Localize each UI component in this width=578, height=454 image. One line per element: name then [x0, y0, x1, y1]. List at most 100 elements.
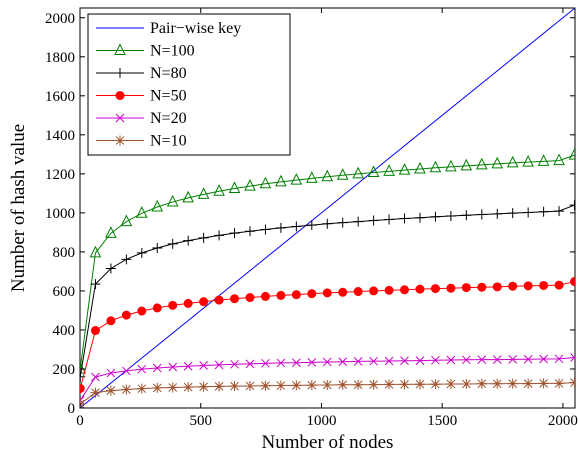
- data-point: [213, 184, 225, 196]
- data-point: [461, 379, 472, 389]
- data-point: [492, 282, 502, 292]
- data-point: [152, 243, 163, 253]
- data-point: [136, 247, 147, 258]
- data-point: [446, 283, 456, 293]
- data-point: [151, 199, 164, 212]
- data-point: [198, 232, 209, 243]
- data-point: [430, 284, 440, 294]
- data-point: [245, 359, 255, 369]
- data-point: [522, 155, 534, 167]
- data-point: [492, 378, 503, 389]
- data-point: [523, 207, 534, 218]
- y-tick-label: 0: [68, 401, 76, 417]
- x-tick-label: 1000: [306, 413, 336, 429]
- data-point: [476, 209, 487, 220]
- data-point: [554, 280, 564, 290]
- data-point: [384, 379, 395, 390]
- data-point: [446, 355, 456, 365]
- data-point: [307, 357, 317, 367]
- data-point: [136, 383, 147, 394]
- data-point: [244, 179, 256, 191]
- data-point: [183, 382, 194, 393]
- data-point: [538, 206, 549, 217]
- legend: Pair−wise key N=100 N=80 N=50 N=20 N=10: [87, 13, 291, 156]
- legend-item: N=20: [96, 110, 187, 127]
- data-point: [508, 355, 518, 364]
- legend-marker: [115, 68, 125, 78]
- data-point: [400, 285, 410, 295]
- data-point: [275, 222, 286, 233]
- data-point: [106, 368, 116, 378]
- x-axis-title: Number of nodes: [262, 432, 394, 453]
- data-point: [461, 355, 471, 365]
- data-point: [245, 293, 255, 303]
- data-point: [476, 378, 487, 389]
- series-3: [80, 277, 575, 393]
- data-point: [183, 361, 193, 371]
- y-tick-label: 600: [53, 284, 76, 300]
- tick-layer: 0 500 1000 1500 2000 0 200 400 600 800 1000 1200 140…: [45, 8, 578, 429]
- data-point: [305, 171, 318, 183]
- legend-box: [87, 13, 291, 156]
- data-point: [384, 356, 394, 366]
- series-line: [80, 154, 575, 370]
- data-point: [477, 355, 487, 364]
- x-tick-label: 500: [189, 413, 212, 429]
- data-point: [338, 287, 348, 297]
- data-point: [199, 361, 208, 370]
- data-point: [307, 289, 317, 299]
- data-point: [384, 285, 394, 295]
- data-point: [90, 387, 101, 398]
- data-point: [197, 187, 210, 199]
- data-point: [414, 379, 425, 390]
- data-point: [336, 168, 349, 180]
- data-point: [369, 286, 379, 296]
- data-point: [460, 158, 473, 171]
- data-point: [275, 380, 286, 391]
- data-point: [383, 164, 395, 176]
- data-point: [367, 165, 380, 177]
- data-point: [538, 378, 549, 389]
- data-point: [353, 379, 364, 390]
- data-point: [430, 379, 441, 390]
- series-2: [80, 200, 575, 382]
- data-point: [368, 379, 379, 390]
- data-point: [570, 353, 575, 362]
- legend-item: Pair−wise key: [96, 20, 241, 37]
- y-axis-title: Number of hash value: [8, 124, 29, 292]
- data-point: [91, 372, 100, 382]
- data-point: [244, 380, 255, 391]
- data-point: [352, 166, 364, 179]
- y-tick-label: 2000: [45, 11, 75, 27]
- data-point: [337, 379, 348, 390]
- data-point: [276, 358, 286, 368]
- data-point: [568, 148, 575, 160]
- legend-label: N=80: [150, 65, 187, 82]
- data-point: [152, 303, 162, 313]
- data-point: [368, 215, 379, 226]
- data-point: [337, 217, 348, 228]
- y-tick-label: 1200: [45, 167, 75, 183]
- legend-label: N=10: [150, 133, 187, 150]
- y-tick-label: 1000: [45, 206, 75, 222]
- data-point: [261, 358, 270, 368]
- data-point: [429, 160, 442, 173]
- data-point: [506, 155, 519, 168]
- series-layer: [80, 8, 575, 408]
- data-point: [80, 383, 85, 393]
- series-5: [80, 377, 575, 408]
- data-point: [475, 157, 488, 170]
- data-point: [539, 354, 548, 364]
- data-point: [431, 355, 440, 365]
- data-point: [321, 169, 334, 182]
- data-point: [322, 379, 333, 390]
- data-point: [461, 210, 472, 221]
- data-point: [105, 226, 117, 238]
- data-point: [291, 380, 302, 391]
- data-point: [137, 306, 147, 316]
- legend-label: N=20: [150, 110, 187, 127]
- data-point: [570, 277, 575, 287]
- data-point: [229, 228, 240, 239]
- data-point: [90, 279, 101, 290]
- data-point: [120, 214, 133, 227]
